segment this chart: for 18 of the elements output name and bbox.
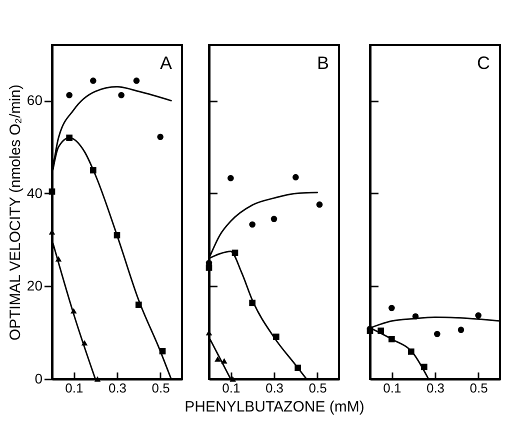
annotation: C [477,53,490,73]
x-tick-label: 0.1 [383,380,402,396]
y-tick-label: 40 [26,184,43,201]
x-tick-label: 0.5 [308,380,327,396]
y-axis-title: OPTIMAL VELOCITY (nmoles O₂/min) [6,84,24,340]
x-tick-label: 0.3 [426,380,445,396]
x-tick-label: 0.1 [65,380,84,396]
x-tick-label: 0.3 [265,380,284,396]
y-tick-label: 20 [26,278,43,294]
x-tick-label: 0.3 [108,380,127,396]
x-tick-label: 0.1 [222,380,240,396]
y-tick-label: 0 [34,370,43,386]
y-tick-label: 60 [26,92,43,108]
x-axis-title: PHENYLBUTAZONE (mM) [184,398,364,416]
annotation: B [316,53,329,73]
annotation: A [160,53,172,73]
x-tick-label: 0.5 [470,380,488,396]
x-tick-label: 0.5 [152,380,170,396]
